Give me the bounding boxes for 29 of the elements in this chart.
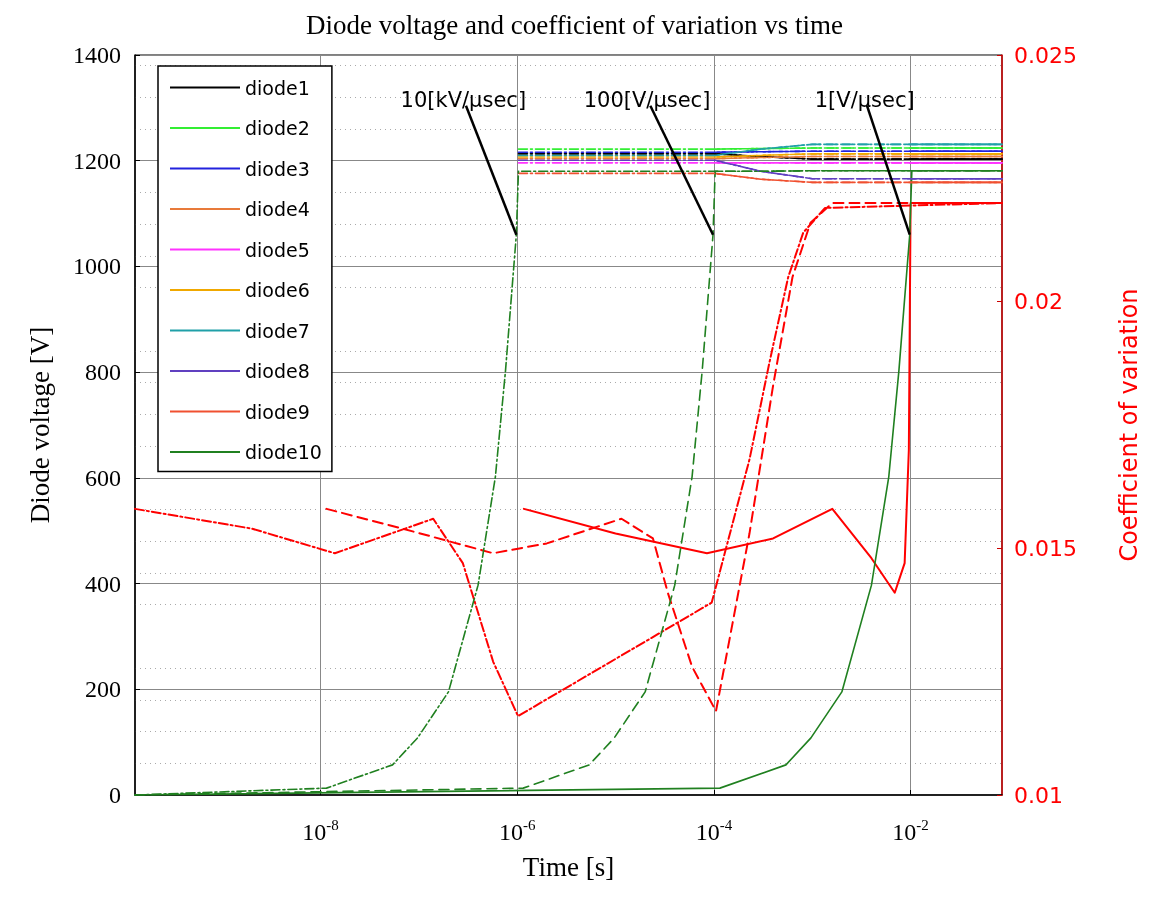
legend-label: diode8	[245, 360, 310, 382]
legend-label: diode5	[245, 238, 310, 261]
y-axis-title: Diode voltage [V]	[24, 326, 55, 524]
legend-label: diode4	[245, 198, 310, 220]
legend-label: diode3	[245, 157, 310, 180]
y2-tick-label: 0.015	[1014, 535, 1077, 561]
y2-axis-title: Coefficient of variation	[1115, 288, 1143, 562]
y2-tick-label: 0.02	[1014, 289, 1063, 315]
legend-label: diode6	[245, 279, 310, 301]
annotation: 1[V/μsec]	[814, 87, 915, 112]
y2-tick-label: 0.01	[1014, 782, 1063, 808]
y-tick-label: 0	[109, 782, 121, 808]
legend-label: diode9	[245, 400, 310, 423]
chart-title: Diode voltage and coefficient of variation vs time	[305, 9, 844, 40]
y-tick-label: 600	[85, 464, 121, 491]
legend-label: diode7	[245, 319, 310, 342]
legend-label: diode10	[245, 441, 322, 463]
y-tick-label: 1200	[73, 147, 121, 174]
x-axis-title: Time [s]	[522, 851, 615, 882]
y-tick-label: 800	[85, 359, 121, 386]
y-tick-label: 1000	[73, 253, 121, 280]
y2-tick-label: 0.025	[1014, 42, 1077, 68]
annotation: 10[kV/μsec]	[400, 87, 527, 112]
legend-label: diode2	[245, 117, 310, 139]
legend-label: diode1	[245, 76, 310, 99]
y-tick-label: 1400	[73, 42, 121, 68]
y-tick-label: 200	[85, 676, 121, 703]
y-tick-label: 400	[85, 570, 121, 597]
annotation: 100[V/μsec]	[583, 87, 711, 112]
